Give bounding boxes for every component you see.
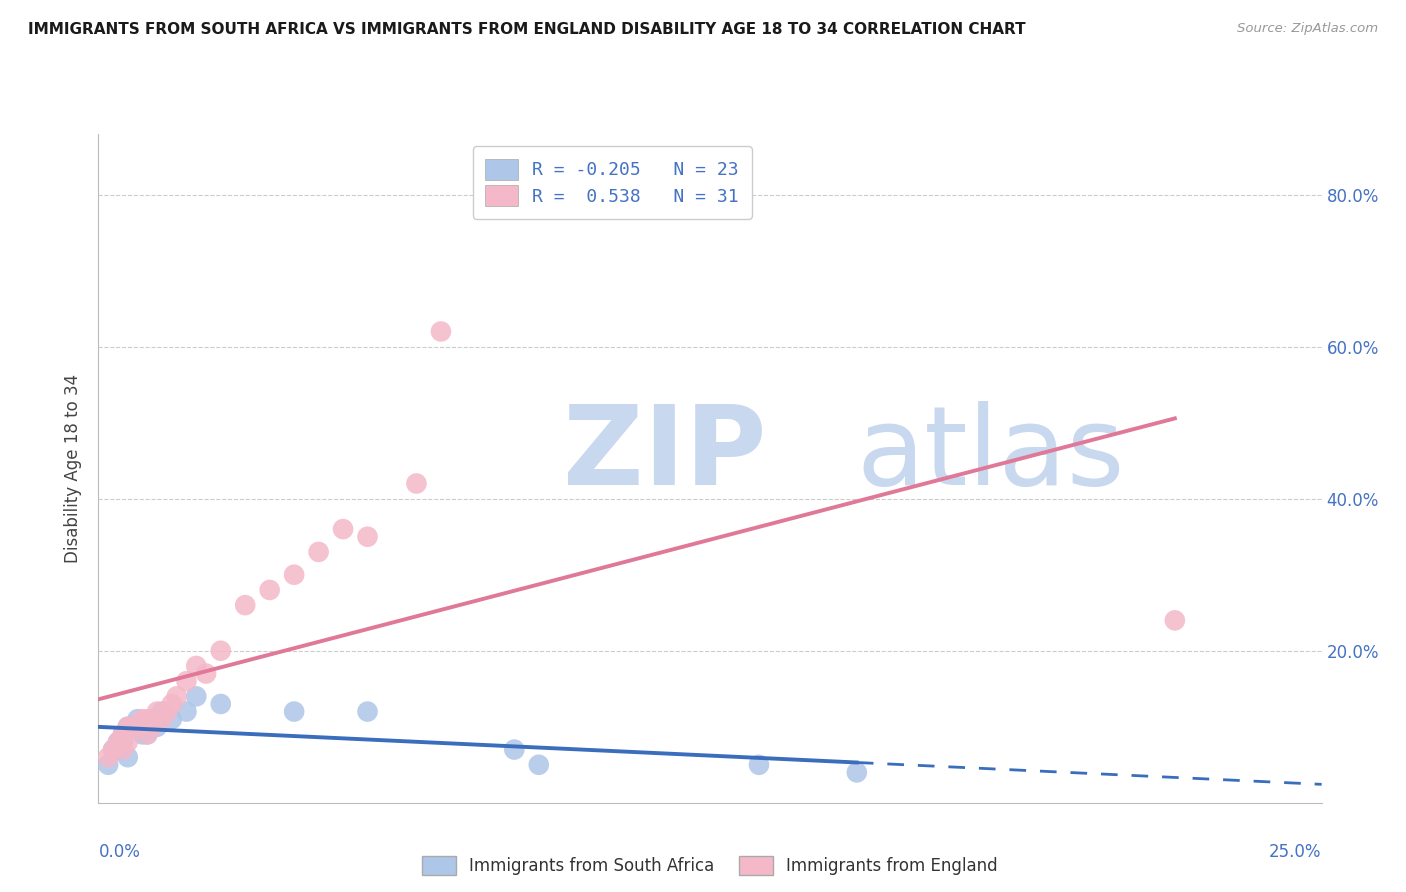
Point bbox=[405, 476, 427, 491]
Point bbox=[150, 712, 173, 726]
Point bbox=[186, 690, 208, 704]
Point bbox=[186, 659, 208, 673]
Point bbox=[150, 705, 173, 719]
Point bbox=[111, 742, 134, 756]
Y-axis label: Disability Age 18 to 34: Disability Age 18 to 34 bbox=[65, 374, 83, 563]
Point bbox=[209, 697, 232, 711]
Point bbox=[117, 720, 139, 734]
Point bbox=[131, 727, 153, 741]
Point bbox=[156, 705, 179, 719]
Point bbox=[97, 750, 120, 764]
Point bbox=[111, 727, 134, 741]
Point bbox=[356, 530, 378, 544]
Point bbox=[107, 735, 129, 749]
Point bbox=[121, 720, 143, 734]
Text: Source: ZipAtlas.com: Source: ZipAtlas.com bbox=[1237, 22, 1378, 36]
Point bbox=[259, 582, 281, 597]
Point bbox=[166, 690, 188, 704]
Point bbox=[527, 757, 550, 772]
Point bbox=[209, 644, 232, 658]
Point bbox=[97, 757, 120, 772]
Text: 25.0%: 25.0% bbox=[1270, 843, 1322, 861]
Point bbox=[101, 742, 124, 756]
Point bbox=[101, 742, 124, 756]
Point bbox=[141, 712, 163, 726]
Point bbox=[845, 765, 868, 780]
Legend: Immigrants from South Africa, Immigrants from England: Immigrants from South Africa, Immigrants… bbox=[416, 849, 1004, 881]
Point bbox=[136, 727, 159, 741]
Text: IMMIGRANTS FROM SOUTH AFRICA VS IMMIGRANTS FROM ENGLAND DISABILITY AGE 18 TO 34 : IMMIGRANTS FROM SOUTH AFRICA VS IMMIGRAN… bbox=[28, 22, 1026, 37]
Point bbox=[308, 545, 330, 559]
Point bbox=[1164, 613, 1187, 627]
Point bbox=[131, 712, 153, 726]
Point bbox=[503, 742, 526, 756]
Point bbox=[136, 712, 159, 726]
Point bbox=[160, 697, 183, 711]
Text: atlas: atlas bbox=[856, 401, 1125, 508]
Point bbox=[176, 674, 198, 689]
Text: 0.0%: 0.0% bbox=[98, 843, 141, 861]
Point bbox=[117, 735, 139, 749]
Point bbox=[117, 750, 139, 764]
Point bbox=[283, 567, 305, 582]
Point bbox=[283, 705, 305, 719]
Point bbox=[146, 720, 169, 734]
Point bbox=[121, 720, 143, 734]
Point bbox=[146, 705, 169, 719]
Point bbox=[233, 598, 256, 612]
Point bbox=[430, 325, 453, 339]
Point bbox=[127, 720, 149, 734]
Point bbox=[107, 735, 129, 749]
Point bbox=[356, 705, 378, 719]
Text: ZIP: ZIP bbox=[564, 401, 766, 508]
Point bbox=[176, 705, 198, 719]
Point bbox=[748, 757, 770, 772]
Point bbox=[111, 735, 134, 749]
Point bbox=[195, 666, 218, 681]
Point bbox=[127, 712, 149, 726]
Point bbox=[332, 522, 354, 536]
Point bbox=[136, 727, 159, 741]
Point bbox=[160, 712, 183, 726]
Point bbox=[107, 742, 129, 756]
Point bbox=[127, 720, 149, 734]
Point bbox=[141, 720, 163, 734]
Point bbox=[117, 720, 139, 734]
Point bbox=[111, 727, 134, 741]
